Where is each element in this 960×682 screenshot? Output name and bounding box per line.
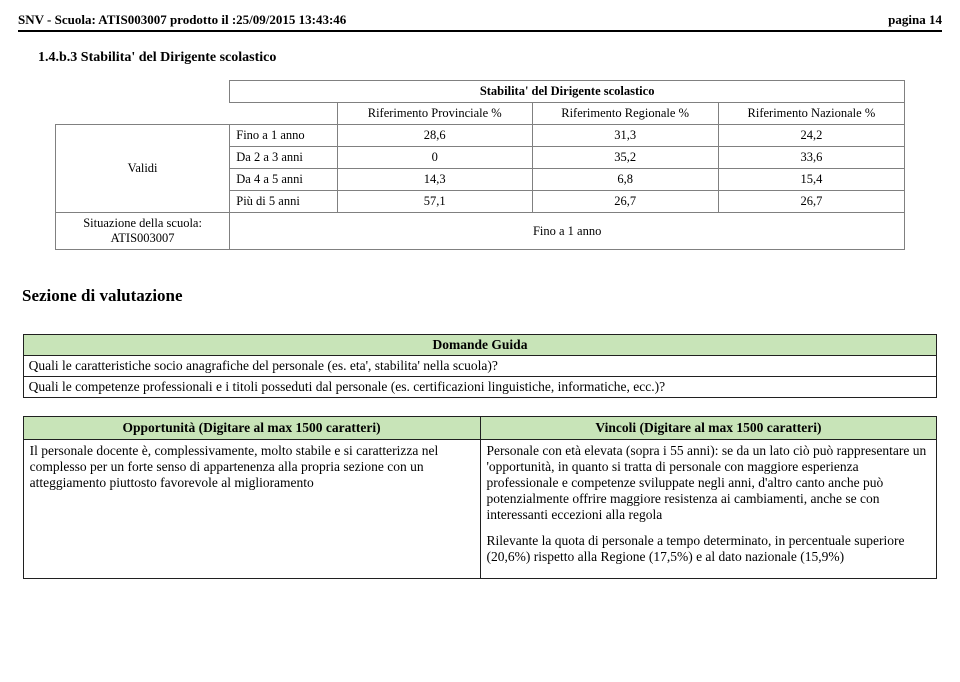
situazione-value: Fino a 1 anno: [230, 213, 905, 250]
constraints-body: Personale con età elevata (sopra i 55 an…: [480, 440, 937, 579]
table-cell: 26,7: [718, 191, 904, 213]
table-cell: 57,1: [337, 191, 532, 213]
opportunities-body: Il personale docente è, complessivamente…: [23, 440, 480, 579]
table-row: Da 4 a 5 anni: [230, 169, 338, 191]
table-cell: 24,2: [718, 125, 904, 147]
table-row: Più di 5 anni: [230, 191, 338, 213]
evaluation-section-title: Sezione di valutazione: [22, 286, 942, 306]
table-row: Da 2 a 3 anni: [230, 147, 338, 169]
guide-header: Domande Guida: [23, 335, 937, 356]
guide-question: Quali le competenze professionali e i ti…: [23, 377, 937, 398]
page-header: SNV - Scuola: ATIS003007 prodotto il :25…: [18, 12, 942, 28]
table-cell: 31,3: [532, 125, 718, 147]
situazione-label: Situazione della scuola: ATIS003007: [55, 213, 229, 250]
table-cell: 14,3: [337, 169, 532, 191]
table-cell: 35,2: [532, 147, 718, 169]
table-cell: 15,4: [718, 169, 904, 191]
table-cell: 33,6: [718, 147, 904, 169]
guide-table: Domande Guida Quali le caratteristiche s…: [23, 334, 938, 398]
table-cell: 26,7: [532, 191, 718, 213]
opportunities-constraints-table: Opportunità (Digitare al max 1500 caratt…: [23, 416, 938, 579]
opportunities-header: Opportunità (Digitare al max 1500 caratt…: [23, 417, 480, 440]
guide-question: Quali le caratteristiche socio anagrafic…: [23, 356, 937, 377]
stability-table: Stabilita' del Dirigente scolastico Rife…: [55, 80, 905, 250]
table-cell: 0: [337, 147, 532, 169]
opportunities-text: Il personale docente è, complessivamente…: [30, 443, 474, 491]
col-header-reg: Riferimento Regionale %: [532, 103, 718, 125]
col-header-prov: Riferimento Provinciale %: [337, 103, 532, 125]
col-header-naz: Riferimento Nazionale %: [718, 103, 904, 125]
table-row: Fino a 1 anno: [230, 125, 338, 147]
header-rule: [18, 30, 942, 32]
validi-label: Validi: [55, 125, 229, 213]
table-cell: 6,8: [532, 169, 718, 191]
constraints-text: Personale con età elevata (sopra i 55 an…: [487, 443, 931, 523]
constraints-text: Rilevante la quota di personale a tempo …: [487, 533, 931, 565]
constraints-header: Vincoli (Digitare al max 1500 caratteri): [480, 417, 937, 440]
header-left: SNV - Scuola: ATIS003007 prodotto il :25…: [18, 12, 346, 28]
table-cell: 28,6: [337, 125, 532, 147]
header-right: pagina 14: [888, 12, 942, 28]
table-title: Stabilita' del Dirigente scolastico: [230, 81, 905, 103]
section-number: 1.4.b.3 Stabilita' del Dirigente scolast…: [38, 50, 942, 66]
